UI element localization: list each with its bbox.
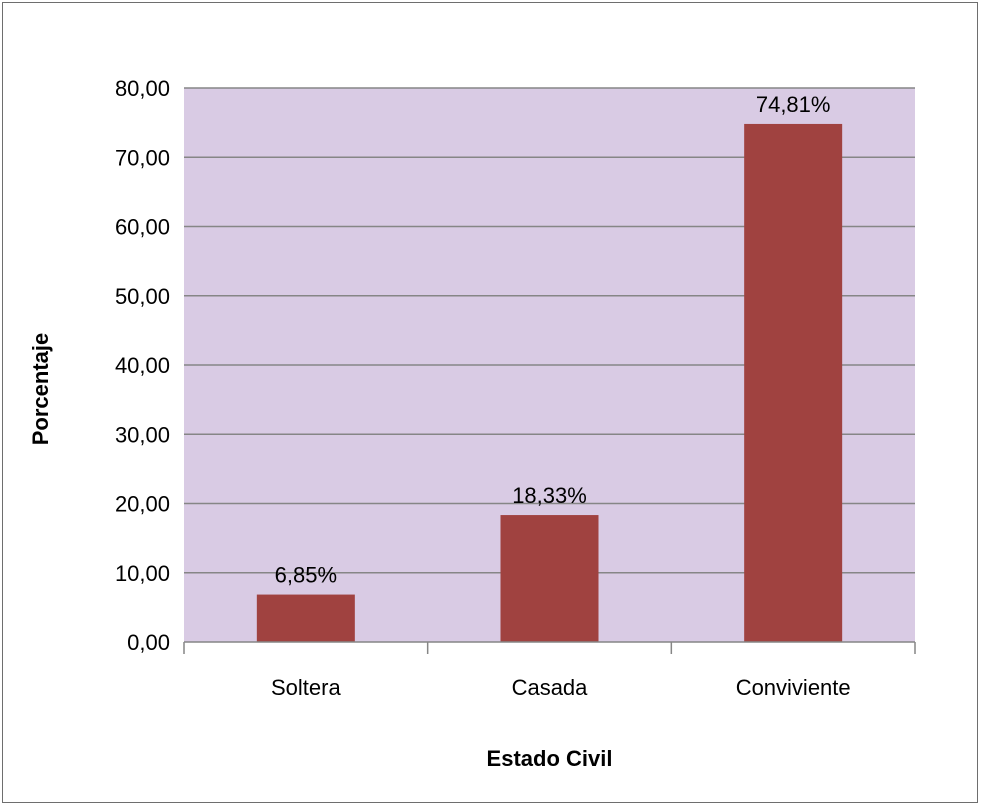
bar xyxy=(500,515,599,642)
bars: 6,85% 18,33% 74,81% xyxy=(256,92,843,643)
y-tick-label: 10,00 xyxy=(115,561,170,586)
y-tick-label: 60,00 xyxy=(115,215,170,240)
x-tick-label: Casada xyxy=(512,675,589,700)
y-axis-title: Porcentaje xyxy=(28,333,53,446)
y-tick-label: 30,00 xyxy=(115,422,170,447)
y-tick-label: 70,00 xyxy=(115,145,170,170)
x-tick-label: Soltera xyxy=(271,675,341,700)
y-tick-label: 40,00 xyxy=(115,353,170,378)
data-label: 6,85% xyxy=(275,563,337,588)
y-tick-label: 20,00 xyxy=(115,492,170,517)
x-axis: Soltera Casada Conviviente xyxy=(183,641,916,700)
x-axis-title: Estado Civil xyxy=(487,746,613,771)
data-label: 74,81% xyxy=(756,92,831,117)
x-tick-label: Conviviente xyxy=(736,675,851,700)
y-axis: 0,00 10,00 20,00 30,00 40,00 50,00 60,00 70,00 8… xyxy=(115,76,170,655)
y-tick-label: 50,00 xyxy=(115,284,170,309)
data-label: 18,33% xyxy=(512,483,587,508)
y-tick-label: 80,00 xyxy=(115,76,170,101)
bar xyxy=(744,123,843,643)
bar xyxy=(256,594,355,642)
y-tick-label: 0,00 xyxy=(127,630,170,655)
